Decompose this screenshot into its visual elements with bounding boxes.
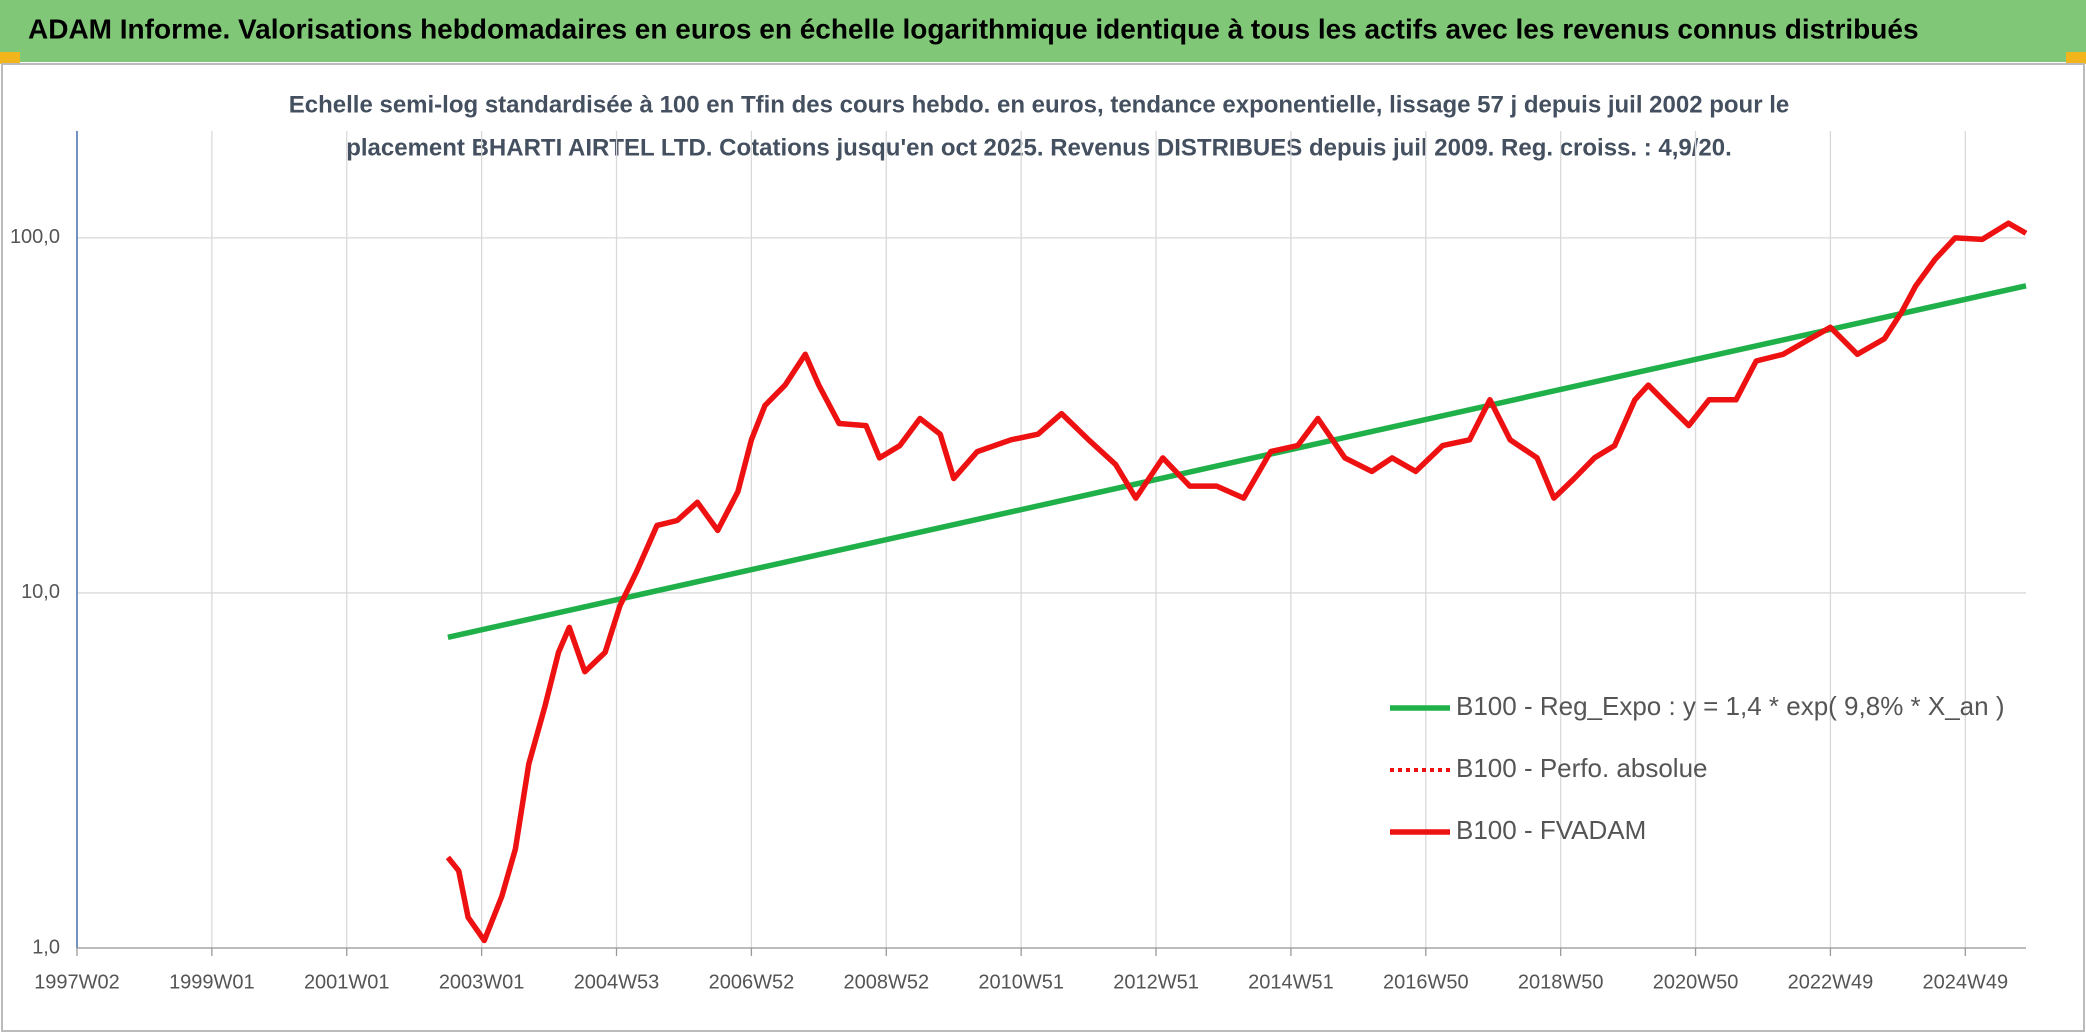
legend-label: B100 - Perfo. absolue (1456, 753, 1708, 783)
x-tick-label: 2012W51 (1113, 971, 1199, 993)
chart-title: ADAM Informe. Valorisations hebdomadaire… (28, 13, 1919, 44)
legend-label: B100 - Reg_Expo : y = 1,4 * exp( 9,8% * … (1456, 691, 2005, 721)
x-tick-label: 2020W50 (1653, 971, 1739, 993)
series-line (447, 283, 2027, 640)
x-tick-label: 2024W49 (1922, 971, 2008, 993)
x-tick-label: 2010W51 (978, 971, 1064, 993)
x-tick-label: 1999W01 (169, 971, 255, 993)
y-tick-label: 1,0 (32, 936, 60, 958)
x-tick-label: 2006W52 (709, 971, 795, 993)
y-tick-label: 100,0 (10, 226, 60, 248)
corner (0, 52, 20, 64)
legend-label: B100 - FVADAM (1456, 815, 1646, 845)
x-tick-label: 2001W01 (304, 971, 390, 993)
subtitle: Echelle semi-log standardisée à 100 en T… (289, 91, 1790, 118)
x-tick-label: 2016W50 (1383, 971, 1469, 993)
subtitle: placement BHARTI AIRTEL LTD. Cotations j… (346, 134, 1732, 161)
title-bar (0, 0, 2086, 62)
x-tick-label: 1997W02 (34, 971, 120, 993)
x-tick-label: 2003W01 (439, 971, 525, 993)
x-tick-label: 2014W51 (1248, 971, 1334, 993)
x-tick-label: 2004W53 (574, 971, 660, 993)
x-tick-label: 2008W52 (843, 971, 929, 993)
corner (2066, 52, 2086, 64)
series-line (445, 220, 2028, 944)
y-tick-label: 10,0 (21, 581, 60, 603)
plot-frame (1, 63, 2085, 1032)
x-tick-label: 2018W50 (1518, 971, 1604, 993)
x-tick-label: 2022W49 (1788, 971, 1874, 993)
